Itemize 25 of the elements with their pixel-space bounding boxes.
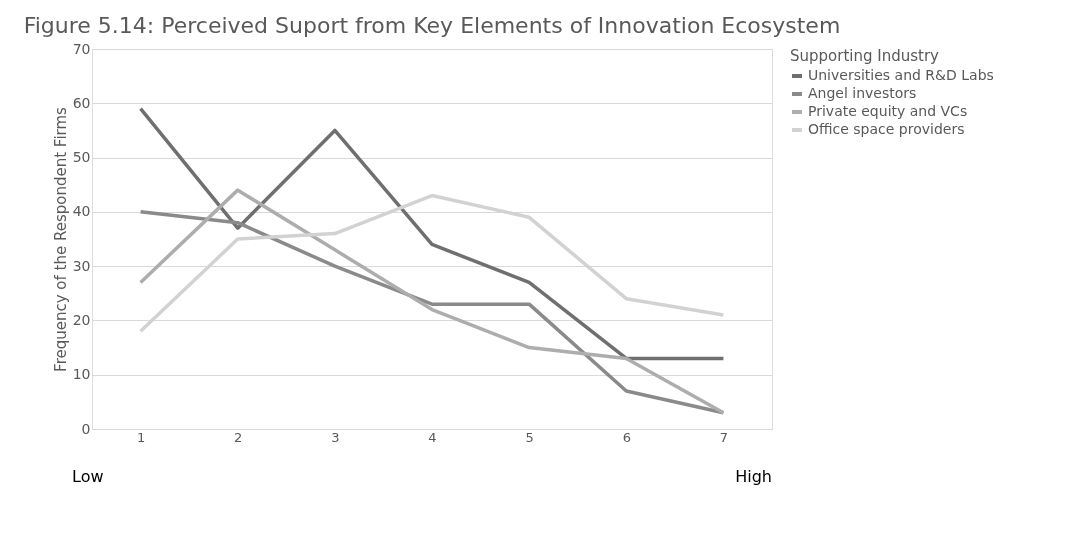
legend-title: Supporting Industry bbox=[790, 47, 940, 65]
x-tick-label: 3 bbox=[331, 429, 340, 445]
legend-label: Universities and R&D Labs bbox=[808, 67, 994, 83]
y-tick-label: 30 bbox=[72, 257, 91, 274]
x-tick-label: 2 bbox=[234, 429, 243, 445]
line-series bbox=[138, 106, 726, 361]
text: Low bbox=[72, 467, 104, 486]
y-tick-label: 60 bbox=[72, 94, 91, 111]
y-tick-label: 20 bbox=[72, 311, 91, 328]
x-tick-label: 6 bbox=[622, 429, 631, 445]
y-tick-label: 10 bbox=[72, 366, 91, 383]
text: High bbox=[735, 467, 772, 486]
x-tick-label: 5 bbox=[525, 429, 534, 445]
chart-title: Figure 5.14: Perceived Suport from Key Elements of Innovation Ecosystem bbox=[23, 13, 841, 38]
legend-label: Angel investors bbox=[808, 85, 917, 101]
y-tick-label: 50 bbox=[72, 149, 91, 166]
y-tick-label: 0 bbox=[81, 420, 91, 437]
legend-label: Office space providers bbox=[808, 121, 965, 137]
x-tick-label: 7 bbox=[719, 429, 729, 445]
legend-label: Private equity and VCs bbox=[808, 103, 968, 119]
y-tick-label: 70 bbox=[72, 40, 91, 57]
y-tick-label: 40 bbox=[72, 203, 91, 220]
x-tick-label: 1 bbox=[136, 429, 146, 445]
y-axis-title: Frequency of the Respondent Firms bbox=[51, 106, 70, 372]
x-tick-label: 4 bbox=[428, 429, 437, 445]
